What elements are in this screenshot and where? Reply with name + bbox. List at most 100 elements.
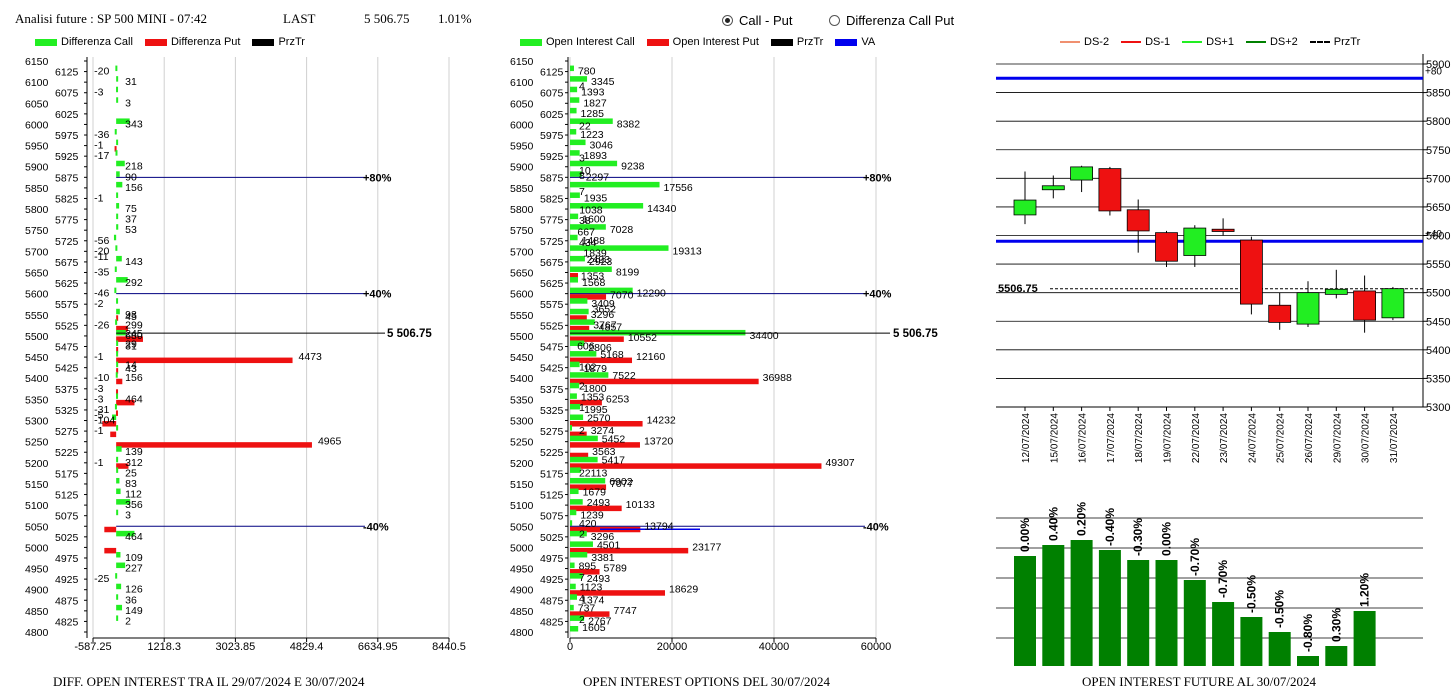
- oi-call-bar: [570, 192, 580, 198]
- radio-diff-label: Differenza Call Put: [846, 13, 955, 28]
- change-value: 1.01%: [438, 11, 472, 26]
- reference-label: +80%: [863, 172, 892, 184]
- diff-call-bar: [116, 456, 119, 463]
- oi-strike-label: 5025: [540, 532, 564, 544]
- x-tick-label: 20000: [657, 641, 688, 653]
- last-value: 5 506.75: [364, 11, 410, 26]
- oi-strike-label: 6075: [540, 88, 564, 100]
- diff-call-bar: [116, 118, 130, 124]
- oi-value-label: 22: [579, 121, 591, 133]
- radio-diff-call-put[interactable]: Differenza Call Put: [829, 13, 954, 28]
- oi-value-label: 1239: [580, 510, 604, 522]
- oi-value-label: 1393: [581, 87, 605, 99]
- legend-oi-prz-swatch: [770, 38, 793, 46]
- legend-ds-p2-label: DS+2: [1269, 36, 1298, 48]
- oi-value-label: 34400: [749, 330, 778, 342]
- legend-ds-m2-label: DS-2: [1084, 36, 1110, 48]
- diff-value-label: 312: [125, 457, 143, 469]
- future-bar: [1353, 611, 1376, 666]
- candle-body: [1155, 232, 1178, 262]
- radio-call-put[interactable]: Call - Put: [722, 13, 792, 28]
- future-bar: [1155, 560, 1178, 666]
- oi-put-bar: [570, 325, 590, 332]
- diff-value-label: 4965: [318, 436, 342, 448]
- oi-strike-label: 5925: [540, 151, 564, 163]
- oi-call-bar: [570, 139, 586, 146]
- diff-call-bar: [116, 277, 128, 283]
- diff-call-bar: [116, 298, 119, 304]
- future-bar: [1325, 646, 1348, 666]
- oi-strike-label: 5125: [540, 490, 564, 502]
- oi-put-bar: [570, 357, 633, 364]
- diff-value-label: -1: [94, 140, 103, 152]
- diff-value-label: 112: [125, 489, 142, 501]
- oi-call-bar: [570, 129, 577, 135]
- date-label: 12/07/2024: [1021, 413, 1032, 463]
- hline-label: +80: [1425, 66, 1442, 77]
- diff-value-label: 143: [125, 256, 143, 268]
- oi-put-bar: [570, 590, 666, 596]
- diff-strike-label: 4825: [55, 616, 79, 628]
- oi-call-bar: [570, 171, 582, 177]
- oi-strike-label: 5725: [540, 236, 564, 248]
- oi-strike-label: 6150: [510, 56, 534, 68]
- oi-strike-label: 5700: [510, 246, 534, 258]
- diff-strike-label: 5700: [25, 246, 49, 258]
- oi-value-label: 2297: [586, 171, 610, 183]
- oi-put-bar: [570, 272, 579, 279]
- y-tick-label: 5450: [1426, 316, 1450, 328]
- diff-strike-label: 4925: [55, 574, 79, 586]
- last-label: LAST: [283, 11, 316, 26]
- diff-strike-label: 5350: [25, 394, 49, 406]
- diff-value-label: 156: [125, 372, 143, 384]
- reference-label: +40%: [863, 289, 892, 301]
- oi-strike-label: 4975: [540, 553, 564, 565]
- legend-call-label: Differenza Call: [61, 36, 133, 48]
- diff-value-label: -1: [94, 425, 103, 437]
- date-label: 31/07/2024: [1389, 413, 1400, 463]
- diff-value-label: 53: [125, 224, 137, 236]
- diff-strike-label: 4875: [55, 595, 79, 607]
- oi-strike-label: 5675: [540, 257, 564, 269]
- oi-strike-label: 5225: [540, 447, 564, 459]
- legend-put-swatch: [144, 38, 167, 46]
- diff-put-bar: [102, 421, 117, 427]
- diff-strike-label: 5075: [55, 511, 79, 523]
- oi-call-bar: [570, 234, 578, 241]
- diff-strike-label: 5425: [55, 363, 79, 375]
- oi-value-label: 1600: [582, 214, 606, 226]
- diff-strike-label: 5025: [55, 532, 79, 544]
- diff-call-bar: [115, 319, 118, 325]
- future-bar-label: -0.80%: [1301, 614, 1315, 652]
- oi-value-label: 3: [579, 152, 585, 164]
- diff-value-label: 45: [125, 311, 137, 323]
- oi-strike-label: 5525: [540, 320, 564, 332]
- future-bar-label: 0.20%: [1075, 502, 1089, 536]
- oi-call-bar: [570, 626, 579, 632]
- legend-oi-put-swatch: [646, 38, 669, 46]
- legend-oi-call-swatch: [520, 38, 542, 46]
- diff-value-label: 292: [125, 277, 143, 289]
- date-label: 19/07/2024: [1163, 413, 1174, 463]
- oi-strike-label: 5775: [540, 215, 564, 227]
- diff-value-label: -5: [94, 409, 103, 421]
- diff-strike-label: 5650: [25, 267, 49, 279]
- oi-value-label: 3274: [591, 425, 615, 437]
- y-tick-label: 5550: [1426, 259, 1450, 271]
- oi-value-label: 1935: [584, 192, 608, 204]
- future-bar: [1212, 602, 1235, 666]
- y-tick-label: 5350: [1426, 373, 1450, 385]
- oi-put-bar: [570, 484, 607, 490]
- oi-value-label: 13794: [644, 520, 673, 532]
- diff-call-bar: [114, 129, 117, 135]
- oi-value-label: 5168: [600, 349, 624, 361]
- diff-put-bar: [116, 336, 143, 342]
- oi-value-label: 10133: [626, 499, 655, 511]
- future-bar-label: -0.70%: [1188, 538, 1202, 576]
- diff-value-label: -26: [94, 319, 109, 331]
- oi-strike-label: 5275: [540, 426, 564, 438]
- diff-strike-label: 5225: [55, 447, 79, 459]
- oi-strike-label: 4875: [540, 595, 564, 607]
- diff-value-label: 299: [125, 319, 143, 331]
- diff-strike-label: 5925: [55, 151, 79, 163]
